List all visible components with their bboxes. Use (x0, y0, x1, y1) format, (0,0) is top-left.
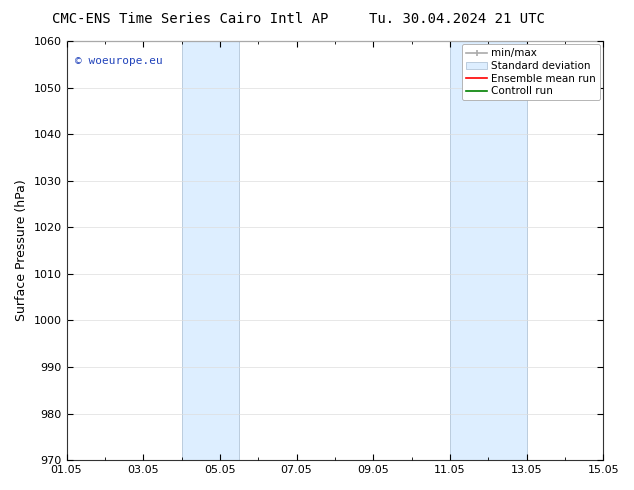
Text: © woeurope.eu: © woeurope.eu (75, 56, 162, 66)
Text: CMC-ENS Time Series Cairo Intl AP: CMC-ENS Time Series Cairo Intl AP (52, 12, 328, 26)
Text: Tu. 30.04.2024 21 UTC: Tu. 30.04.2024 21 UTC (368, 12, 545, 26)
Bar (450, 41, 526, 460)
Bar (181, 41, 239, 460)
Legend: min/max, Standard deviation, Ensemble mean run, Controll run: min/max, Standard deviation, Ensemble me… (462, 44, 600, 100)
Y-axis label: Surface Pressure (hPa): Surface Pressure (hPa) (15, 180, 28, 321)
